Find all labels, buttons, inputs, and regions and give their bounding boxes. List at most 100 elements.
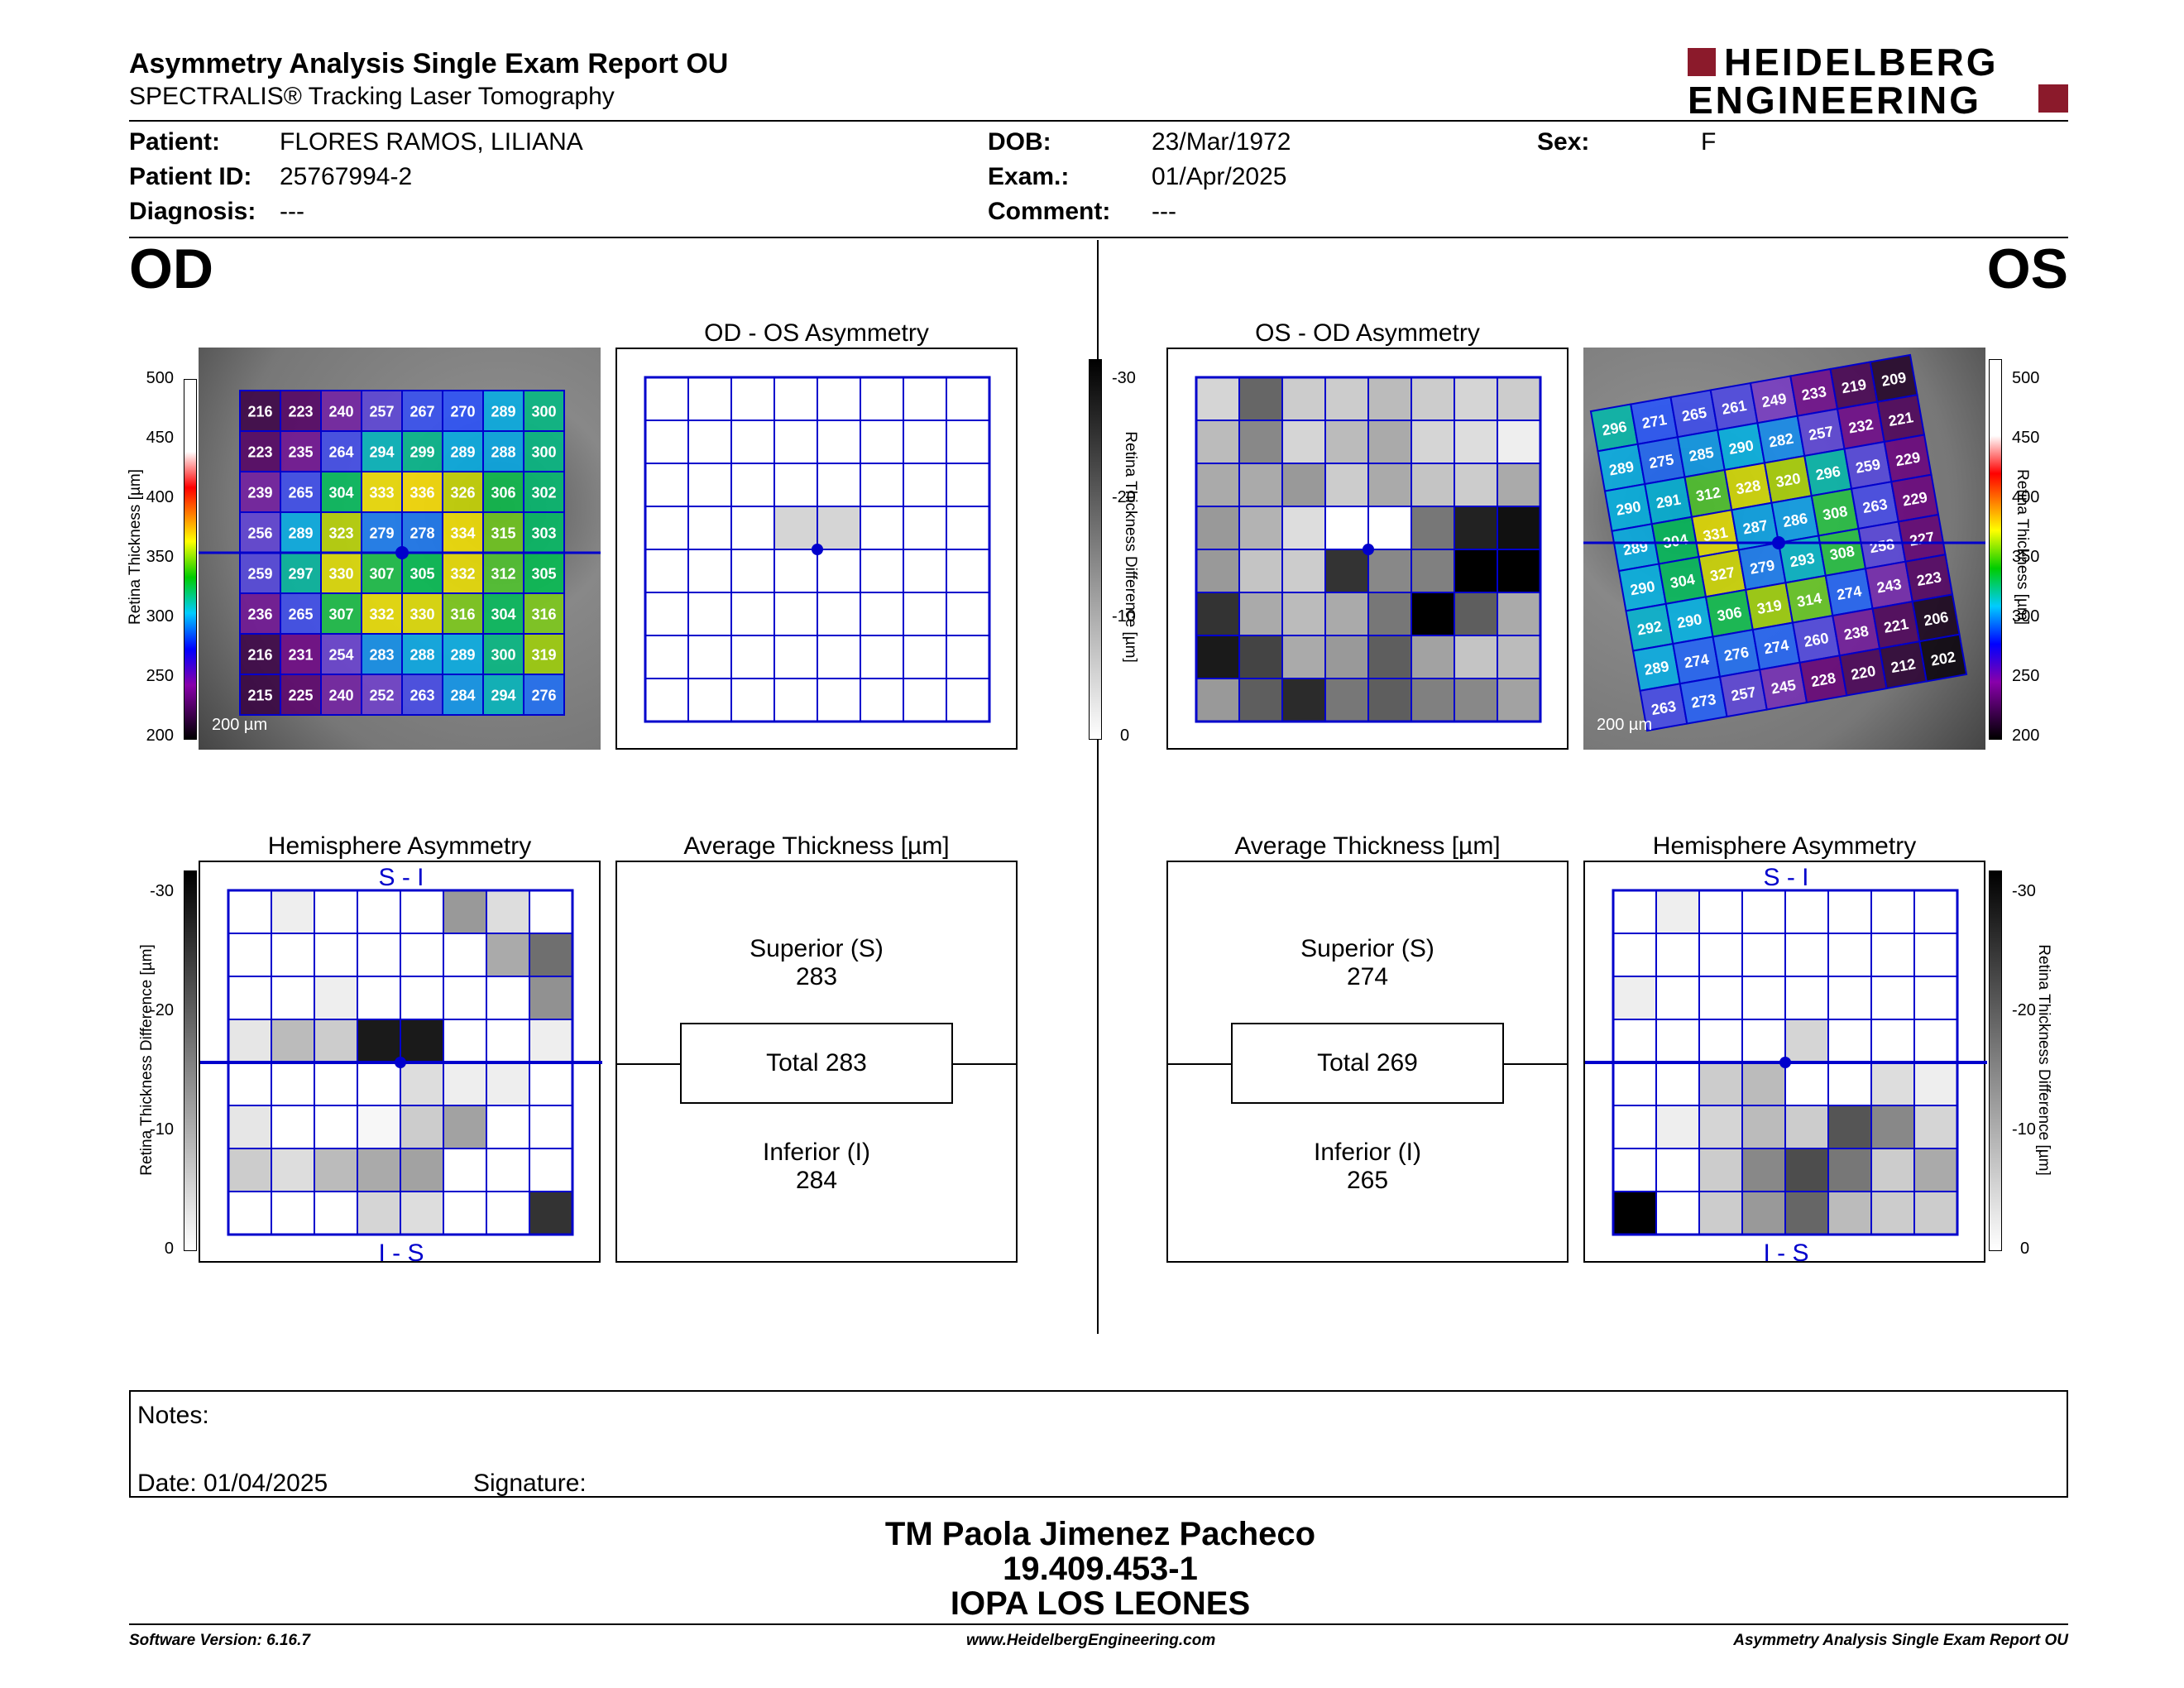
grid-cell (1367, 635, 1412, 679)
grid-cell (314, 976, 358, 1020)
grid-cell (1827, 933, 1872, 977)
thickness-cell (442, 674, 484, 716)
grid-cell (314, 1019, 358, 1063)
tick-0: 0 (164, 1240, 174, 1258)
grid-cell (1454, 506, 1498, 550)
grid-cell (860, 420, 904, 464)
thickness-value: 307 (369, 566, 394, 583)
grid-cell (903, 549, 947, 593)
grid-cell (1784, 933, 1829, 977)
thickness-cell (482, 390, 524, 432)
fovea-marker (812, 544, 823, 555)
grid-cell (1870, 1062, 1915, 1106)
grid-cell (1655, 933, 1700, 977)
grid-cell (228, 1105, 272, 1149)
grid-cell (314, 1062, 358, 1106)
website-link[interactable]: www.HeidelbergEngineering.com (966, 1632, 1216, 1649)
grid-cell (228, 1019, 272, 1063)
thickness-cell (482, 511, 524, 554)
grid-cell (1784, 976, 1829, 1020)
os-thickness-scale-ticks: 500 450 400 350 300 250 200 (2012, 369, 2062, 745)
thickness-cell (320, 592, 362, 635)
grid-cell (1655, 976, 1700, 1020)
patient-divider (129, 237, 2068, 238)
grid-cell (443, 976, 487, 1020)
thickness-cell (442, 430, 484, 472)
od-hemi-grid: S - I I - S (200, 864, 602, 1267)
thickness-cell (239, 390, 281, 432)
grid-cell (357, 890, 401, 934)
grid-cell (1741, 890, 1786, 934)
od-hemi-panel: S - I I - S (199, 861, 602, 1267)
thickness-cell (320, 674, 362, 716)
exam-value: 01/Apr/2025 (1152, 163, 1287, 190)
grid-cell (687, 376, 732, 421)
grid-cell (1741, 1191, 1786, 1235)
od-inferior-value: 284 (795, 1167, 838, 1194)
thickness-value: 289 (491, 404, 515, 420)
grid-cell (1870, 1191, 1915, 1235)
grid-cell (730, 463, 775, 507)
thickness-cell (280, 674, 322, 716)
thickness-cell (523, 430, 565, 472)
grid-cell (817, 376, 861, 421)
grid-cell (1281, 463, 1326, 507)
grid-cell (730, 420, 775, 464)
software-version: Software Version: 6.16.7 (129, 1632, 310, 1649)
thickness-value: 264 (328, 444, 353, 461)
os-asym-axis-label: Retina Thickness Difference [µm] (1121, 431, 1139, 663)
grid-cell (1913, 1062, 1958, 1106)
grid-cell (946, 635, 990, 679)
tick-minus20: -20 (2012, 1001, 2036, 1019)
od-asym-grid (644, 376, 991, 723)
grid-cell (860, 376, 904, 421)
thickness-cell (523, 471, 565, 513)
grid-cell (357, 933, 401, 977)
notes-box[interactable]: Notes: Date: 01/04/2025 Signature: (129, 1390, 2068, 1498)
grid-cell (1913, 1105, 1958, 1149)
grid-cell (1655, 890, 1700, 934)
grid-cell (817, 420, 861, 464)
sex-value: F (1701, 128, 1717, 156)
os-hemi-scale-ticks: -30 -20 -10 0 (2012, 882, 2062, 1258)
grid-cell (1698, 976, 1743, 1020)
grid-cell (687, 420, 732, 464)
grid-cell (774, 376, 818, 421)
thickness-value: 223 (247, 444, 272, 461)
thickness-value: 300 (531, 404, 556, 420)
grid-cell (357, 1191, 401, 1235)
grid-cell (1238, 506, 1283, 550)
thickness-value: 300 (531, 444, 556, 461)
grid-cell (1281, 592, 1326, 636)
grid-cell (443, 1019, 487, 1063)
thickness-cell (442, 390, 484, 432)
grid-cell (1741, 933, 1786, 977)
heidelberg-logo: HEIDELBERG ENGINEERING (1688, 41, 2068, 122)
thickness-value: 326 (450, 485, 475, 501)
thickness-value: 283 (369, 647, 394, 664)
grid-cell (228, 1148, 272, 1192)
logo-line1: HEIDELBERG (1724, 41, 1999, 84)
grid-cell (1741, 1019, 1786, 1063)
grid-cell (1698, 1191, 1743, 1235)
grid-cell (1367, 592, 1412, 636)
grid-cell (1324, 678, 1369, 722)
grid-cell (1281, 420, 1326, 464)
thickness-value: 223 (288, 404, 313, 420)
grid-cell (357, 1148, 401, 1192)
thickness-value: 215 (247, 688, 272, 704)
tick-250: 250 (146, 667, 174, 685)
signer-id: 19.409.453-1 (1003, 1551, 1198, 1587)
thickness-cell (482, 592, 524, 635)
od-asym-panel (615, 348, 1018, 750)
patient-label: Patient: (129, 128, 221, 156)
grid-cell (443, 1105, 487, 1149)
diagnosis-label: Diagnosis: (129, 198, 256, 225)
thickness-value: 307 (328, 607, 353, 623)
signer-institution: IOPA LOS LEONES (950, 1585, 1251, 1622)
grid-cell (1497, 506, 1541, 550)
os-inferior-value: 265 (1346, 1167, 1389, 1194)
grid-cell (1497, 635, 1541, 679)
grid-cell (1741, 1062, 1786, 1106)
grid-cell (1497, 376, 1541, 421)
